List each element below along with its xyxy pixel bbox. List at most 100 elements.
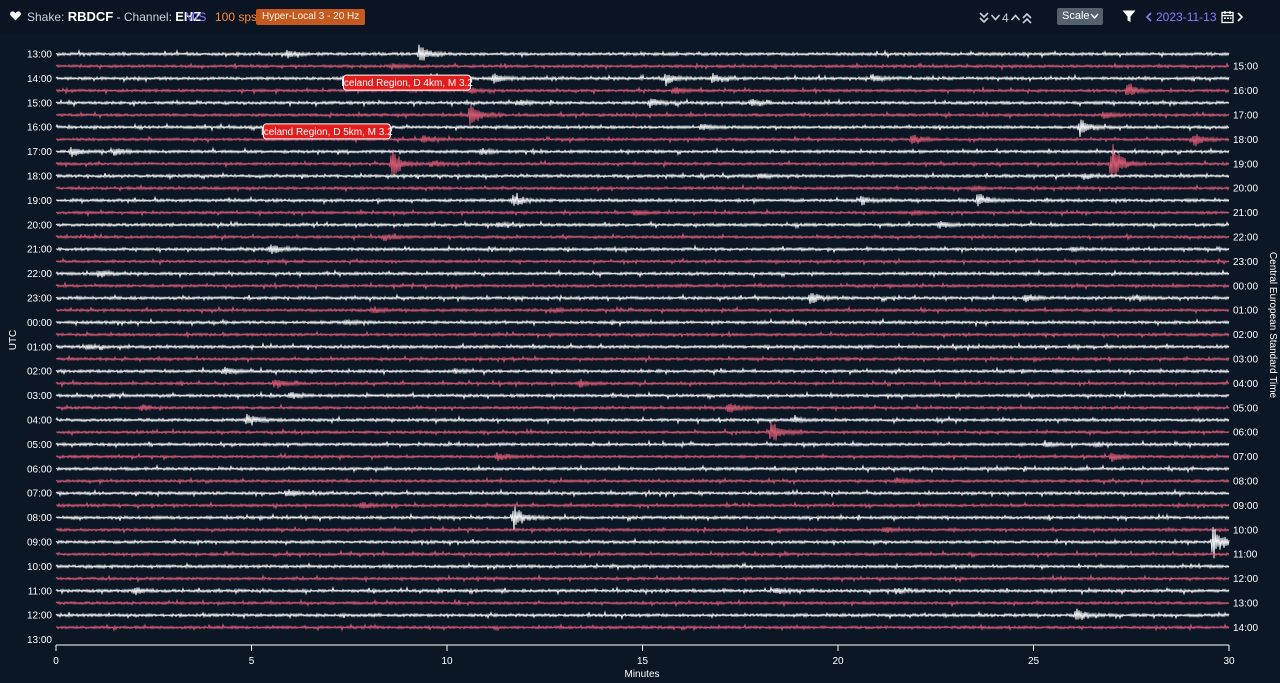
local-hour-label: 08:00 [1233,477,1258,488]
local-hour-label: 15:00 [1233,62,1258,73]
trace-line [55,506,1230,531]
x-tick-label: 0 [53,656,59,667]
trace-line [55,44,1230,61]
utc-hour-label: 17:00 [27,147,52,158]
trace-line [55,146,1230,158]
local-hour-label: 14:00 [1233,623,1258,634]
local-hour-label: 18:00 [1233,135,1258,146]
trace-line [55,488,1230,499]
local-hour-label: 09:00 [1233,501,1258,512]
utc-hour-label: 14:00 [27,74,52,85]
local-hour-label: 20:00 [1233,184,1258,195]
shake-label: Shake: [27,10,65,24]
x-tick-label: 10 [441,656,453,667]
trace-line [55,622,1230,632]
trace-line [55,293,1230,304]
trace-line [55,573,1230,584]
x-axis-title: Minutes [624,669,659,680]
trace-line [55,330,1230,340]
utc-hour-label: 23:00 [27,294,52,305]
trace-line [55,83,1230,96]
local-hour-label: 12:00 [1233,574,1258,585]
event-label-box [343,74,471,91]
left-axis-title: UTC [8,330,19,351]
x-tick-label: 30 [1223,656,1235,667]
chevron-up-icon[interactable] [1010,11,1021,25]
units-label[interactable]: M/S [185,10,207,24]
station-info: Shake: RBDCF - Channel: EHZ [27,8,201,26]
utc-hour-label: 06:00 [27,464,52,475]
trace-line [55,73,1230,87]
trace-line [55,464,1230,474]
trace-line [55,598,1230,608]
zoom-level: 4 [1002,10,1009,25]
trace-line [55,192,1230,207]
local-hour-label: 22:00 [1233,233,1258,244]
utc-hour-label: 12:00 [27,611,52,622]
trace-line [55,525,1230,535]
utc-hour-label: 16:00 [27,123,52,134]
trace-line [55,219,1230,230]
utc-hour-label: 11:00 [28,586,53,597]
utc-hour-label: 09:00 [27,538,52,549]
chevron-left-icon[interactable] [1145,8,1153,26]
trace-line [55,317,1230,328]
local-hour-label: 04:00 [1233,379,1258,390]
trace-line [55,549,1230,559]
utc-hour-label: 03:00 [27,391,52,402]
heart-icon[interactable] [9,9,22,22]
event-label[interactable]: Iceland Region, D 4km, M 3.2 [341,74,473,91]
utc-hour-label: 02:00 [27,367,52,378]
utc-hour-label: 21:00 [27,245,52,256]
trace-line [55,422,1230,441]
trace-line [55,144,1230,177]
double-chevron-down-icon[interactable] [978,11,990,25]
double-chevron-up-icon[interactable] [1021,11,1033,25]
scale-label: Scale [1062,10,1090,22]
calendar-icon[interactable] [1221,10,1234,24]
local-hour-label: 01:00 [1233,306,1258,317]
utc-hour-label: 18:00 [27,172,52,183]
x-tick-label: 5 [249,656,255,667]
trace-line [55,608,1230,621]
utc-hour-label: 10:00 [27,562,52,573]
x-tick-label: 15 [637,656,649,667]
chevron-down-icon[interactable] [990,11,1001,25]
filter-funnel-icon[interactable] [1122,10,1136,23]
trace-line [55,104,1230,126]
filter-badge-button[interactable]: Hyper-Local 3 - 20 Hz [256,9,366,25]
trace-line [55,366,1230,376]
trace-line [55,378,1230,389]
event-label-text: Iceland Region, D 4km, M 3.2 [341,78,473,89]
local-hour-label: 16:00 [1233,86,1258,97]
trace-line [55,232,1230,242]
trace-line [55,171,1230,181]
trace-line [55,354,1230,364]
event-label-box [262,123,391,140]
trace-line [55,390,1230,401]
trace-line [55,257,1230,266]
trace-line [55,281,1230,291]
event-label[interactable]: Iceland Region, D 5km, M 3.2 [261,123,393,140]
utc-hour-label: 20:00 [27,220,52,231]
scale-dropdown[interactable]: Scale [1057,8,1103,25]
utc-hour-label: 15:00 [27,98,52,109]
helicorder-plot: 13:00 14:00 15:00 16:00 17:00 18:00 19:00 20:00… [8,44,1278,680]
trace-line [55,268,1230,279]
trace-line [55,341,1230,352]
date-value[interactable]: 2023-11-13 [1156,10,1217,24]
local-hour-label: 19:00 [1233,159,1258,170]
trace-line [55,183,1230,193]
event-label-text: Iceland Region, D 5km, M 3.2 [261,127,393,138]
utc-hour-label: 05:00 [27,440,52,451]
local-hour-label: 05:00 [1233,403,1258,414]
event-annotations: Iceland Region, D 4km, M 3.2 Iceland Regi… [261,74,473,140]
utc-hour-label: 08:00 [27,513,52,524]
trace-line [55,305,1230,315]
chevron-right-icon[interactable] [1236,8,1244,26]
trace-line [55,61,1230,71]
right-axis-title: Central European Standard Time [1267,252,1278,399]
trace-line [55,208,1230,218]
trace-line [55,500,1230,510]
utc-hour-label: 19:00 [27,196,52,207]
